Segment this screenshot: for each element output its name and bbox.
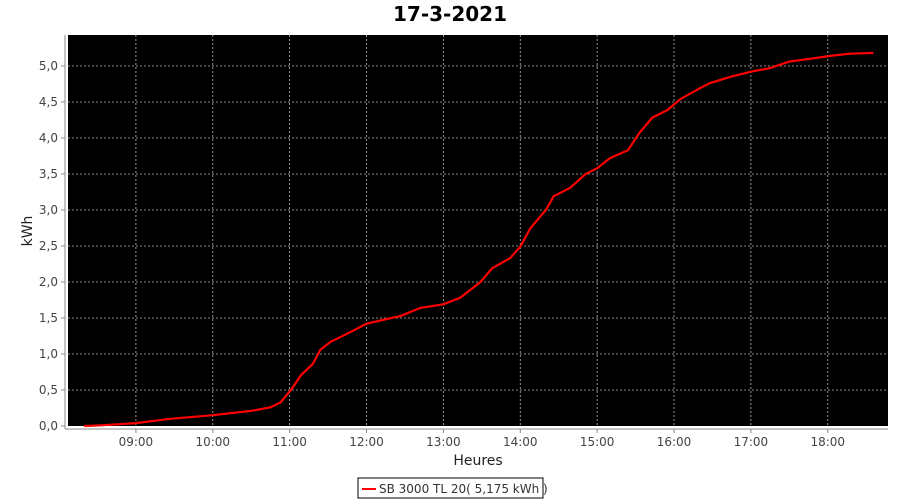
x-tick-label: 11:00	[272, 435, 307, 449]
grid	[68, 35, 888, 426]
data-point	[211, 414, 214, 417]
x-tick-label: 13:00	[426, 435, 461, 449]
data-point	[871, 52, 874, 55]
y-tick-label: 3,0	[39, 203, 58, 217]
y-tick-label: 0,5	[39, 383, 58, 397]
data-point	[319, 348, 322, 351]
x-tick-label: 15:00	[580, 435, 615, 449]
data-point	[608, 157, 611, 160]
data-point	[729, 75, 732, 78]
data-point	[569, 186, 572, 189]
data-point	[491, 267, 494, 270]
data-point	[169, 417, 172, 420]
data-point	[596, 167, 599, 170]
legend: SB 3000 TL 20( 5,175 kWh )	[357, 477, 548, 499]
data-point	[509, 257, 512, 260]
y-tick-label: 4,0	[39, 131, 58, 145]
data-point	[134, 422, 137, 425]
data-point	[100, 424, 103, 427]
x-tick-label: 09:00	[119, 435, 154, 449]
data-point	[769, 67, 772, 70]
data-point	[651, 116, 654, 119]
x-tick-label: 14:00	[503, 435, 538, 449]
data-point	[666, 108, 669, 111]
legend-label: SB 3000 TL 20( 5,175 kWh )	[379, 482, 548, 496]
data-point	[638, 131, 641, 134]
data-point	[419, 306, 422, 309]
y-tick-label: 1,5	[39, 311, 58, 325]
x-tick-label: 18:00	[810, 435, 845, 449]
x-tick-label: 16:00	[657, 435, 692, 449]
x-tick-label: 17:00	[734, 435, 769, 449]
data-point	[788, 60, 791, 63]
data-point	[529, 226, 532, 229]
y-axis-label: kWh	[20, 216, 36, 247]
data-point	[269, 406, 272, 409]
data-point	[300, 373, 303, 376]
data-point	[329, 340, 332, 343]
data-point	[289, 388, 292, 391]
data-point	[83, 425, 86, 427]
data-point	[708, 82, 711, 85]
data-point	[808, 57, 811, 60]
data-point	[749, 70, 752, 73]
data-point	[544, 208, 547, 211]
data-point	[365, 322, 368, 325]
x-tick-label: 10:00	[195, 435, 230, 449]
y-tick-label: 2,5	[39, 239, 58, 253]
data-point	[479, 280, 482, 283]
data-point	[442, 303, 445, 306]
data-point	[459, 296, 462, 299]
data-point	[679, 98, 682, 101]
data-point	[584, 172, 587, 175]
x-axis-label: Heures	[453, 453, 502, 469]
data-point	[848, 52, 851, 55]
chart-title: 17-3-2021	[393, 2, 507, 26]
x-tick-label: 12:00	[349, 435, 384, 449]
y-tick-label: 3,5	[39, 167, 58, 181]
data-point	[279, 401, 282, 404]
data-point	[626, 149, 629, 152]
data-point	[552, 195, 555, 198]
data-point	[400, 314, 403, 317]
data-point	[829, 54, 832, 57]
data-point	[519, 245, 522, 248]
y-tick-label: 4,5	[39, 95, 58, 109]
y-tick-label: 5,0	[39, 59, 58, 73]
data-point	[698, 87, 701, 90]
y-tick-label: 1,0	[39, 347, 58, 361]
data-point	[350, 330, 353, 333]
data-point	[250, 409, 253, 412]
y-tick-label: 2,0	[39, 275, 58, 289]
plot-area	[68, 35, 888, 426]
data-point	[311, 363, 314, 366]
y-tick-label: 0,0	[39, 419, 58, 433]
